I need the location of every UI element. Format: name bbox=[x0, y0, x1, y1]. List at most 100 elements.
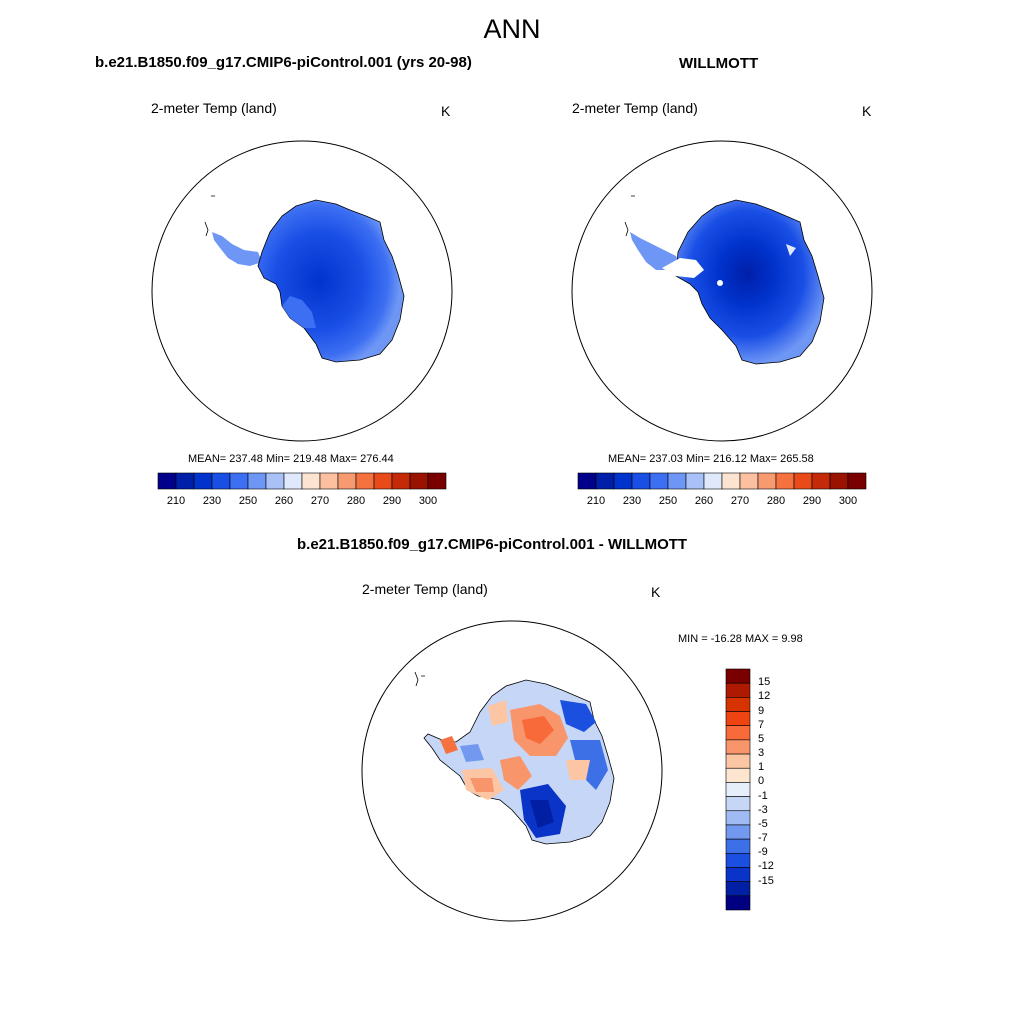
panel2-stats: MEAN= 237.03 Min= 216.12 Max= 265.58 bbox=[608, 453, 814, 465]
panel3-colorbar-tick-label: -9 bbox=[758, 846, 768, 859]
panel1-colorbar-swatch bbox=[373, 472, 393, 490]
panel2-colorbar-tick-label: 260 bbox=[694, 495, 714, 507]
panel3-colorbar-tick-label: -3 bbox=[758, 803, 768, 816]
panel1-peninsula bbox=[212, 232, 262, 266]
panel3-colorbar-swatch bbox=[725, 725, 751, 741]
panel3-colorbar-swatch bbox=[725, 867, 751, 882]
panel2-colorbar-swatch bbox=[829, 472, 849, 490]
panel1-colorbar-swatch bbox=[247, 472, 267, 490]
panel2-colorbar-tick-label: 250 bbox=[658, 495, 678, 507]
panel3-colorbar-swatch bbox=[725, 824, 751, 840]
panel3-colorbar-swatch bbox=[725, 895, 751, 911]
panel3-colorbar-swatch bbox=[725, 739, 751, 755]
panel1-colorbar-tick-label: 280 bbox=[346, 495, 366, 507]
panel3-colorbar-swatch bbox=[725, 838, 751, 854]
panel3-colorbar-tick-label: -7 bbox=[758, 832, 768, 845]
panel3-stats: MIN = -16.28 MAX = 9.98 bbox=[678, 633, 803, 645]
panel3-colorbar bbox=[725, 668, 751, 911]
panel2-colorbar bbox=[577, 472, 867, 490]
panel3-colorbar-tick-label: -1 bbox=[758, 789, 768, 802]
panel2-continent bbox=[675, 199, 825, 365]
panel3-variable-label: 2-meter Temp (land) bbox=[362, 581, 488, 597]
panel1-colorbar-swatch bbox=[283, 472, 303, 490]
panel3-colorbar-swatch bbox=[725, 810, 751, 826]
panel2-colorbar-swatch bbox=[721, 472, 741, 490]
panel3-colorbar-swatch bbox=[725, 711, 751, 727]
panel3-colorbar-swatch bbox=[725, 697, 751, 712]
panel1-colorbar-tick-label: 300 bbox=[418, 495, 438, 507]
panel1-colorbar-swatch bbox=[157, 472, 177, 490]
panel3-case-title: b.e21.B1850.f09_g17.CMIP6-piControl.001 … bbox=[297, 536, 688, 553]
panel1-colorbar-swatch bbox=[229, 472, 249, 490]
panel1-variable-label: 2-meter Temp (land) bbox=[151, 100, 277, 116]
panel2-map bbox=[571, 140, 873, 442]
panel1-colorbar-swatch bbox=[193, 472, 213, 490]
panel1-units: K bbox=[441, 103, 451, 119]
panel1-colorbar-swatch bbox=[409, 472, 429, 490]
panel3-colorbar-tick-label: 15 bbox=[758, 676, 771, 689]
panel1-colorbar-tick-label: 260 bbox=[274, 495, 294, 507]
panel2-colorbar-tick-label: 280 bbox=[766, 495, 786, 507]
panel1-colorbar-tick-label: 290 bbox=[382, 495, 402, 507]
panel3-colorbar-tick-label: 5 bbox=[758, 732, 765, 745]
panel2-colorbar-tick-label: 230 bbox=[622, 495, 642, 507]
panel3-colorbar-tick-label: 9 bbox=[758, 704, 765, 717]
panel3-colorbar-swatch bbox=[725, 668, 751, 684]
panel3-colorbar-swatch bbox=[725, 753, 751, 769]
panel1-colorbar-swatch bbox=[265, 472, 285, 490]
panel2-colorbar-swatch bbox=[595, 472, 615, 490]
panel1-case-title: b.e21.B1850.f09_g17.CMIP6-piControl.001 … bbox=[95, 54, 472, 71]
panel2-colorbar-swatch bbox=[775, 472, 795, 490]
panel3-colorbar-swatch bbox=[725, 852, 751, 868]
panel2-colorbar-swatch bbox=[811, 472, 831, 490]
panel3-colorbar-swatch bbox=[725, 796, 751, 812]
panel1-colorbar-swatch bbox=[337, 472, 357, 490]
panel2-colorbar-tick-label: 270 bbox=[730, 495, 750, 507]
panel3-units: K bbox=[651, 584, 661, 600]
panel1-colorbar-tick-label: 250 bbox=[238, 495, 258, 507]
panel1-colorbar-swatch bbox=[301, 472, 321, 490]
panel2-colorbar-swatch bbox=[667, 472, 687, 490]
panel3-map bbox=[361, 620, 663, 922]
panel3-colorbar-tick-label: 3 bbox=[758, 747, 765, 760]
panel2-colorbar-swatch bbox=[793, 472, 813, 490]
panel2-variable-label: 2-meter Temp (land) bbox=[572, 100, 698, 116]
panel1-stats: MEAN= 237.48 Min= 219.48 Max= 276.44 bbox=[188, 453, 394, 465]
figure-title: ANN bbox=[483, 14, 541, 44]
panel1-colorbar-swatch bbox=[319, 472, 339, 490]
panel3-colorbar-tick-label: 0 bbox=[758, 775, 765, 788]
panel2-case-title: WILLMOTT bbox=[679, 55, 759, 72]
panel2-colorbar-swatch bbox=[847, 472, 867, 490]
panel2-colorbar-tick-label: 300 bbox=[838, 495, 858, 507]
panel1-continent bbox=[257, 199, 405, 363]
panel3-colorbar-swatch bbox=[725, 881, 751, 897]
panel2-colorbar-swatch bbox=[577, 472, 597, 490]
panel1-colorbar-swatch bbox=[211, 472, 231, 490]
panel2-colorbar-swatch bbox=[703, 472, 723, 490]
panel2-colorbar-swatch bbox=[613, 472, 633, 490]
panel3-colorbar-tick-label: -12 bbox=[758, 860, 774, 873]
panel2-colorbar-swatch bbox=[757, 472, 777, 490]
panel3-colorbar-tick-label: -5 bbox=[758, 817, 768, 830]
panel3-colorbar-tick-label: -15 bbox=[758, 874, 774, 887]
panel2-colorbar-tick-label: 290 bbox=[802, 495, 822, 507]
panel3-colorbar-swatch bbox=[725, 682, 751, 698]
panel2-colorbar-swatch bbox=[739, 472, 759, 490]
panel3-colorbar-tick-label: 12 bbox=[758, 690, 771, 703]
panel1-colorbar-tick-label: 270 bbox=[310, 495, 330, 507]
panel2-colorbar-tick-label: 210 bbox=[586, 495, 606, 507]
panel2-colorbar-swatch bbox=[685, 472, 705, 490]
panel3-colorbar-tick-label: 1 bbox=[758, 761, 765, 774]
panel3-colorbar-swatch bbox=[725, 782, 751, 797]
panel2-colorbar-swatch bbox=[649, 472, 669, 490]
panel2-colorbar-swatch bbox=[631, 472, 651, 490]
panel1-colorbar-swatch bbox=[355, 472, 375, 490]
panel1-colorbar-tick-label: 230 bbox=[202, 495, 222, 507]
panel2-units: K bbox=[862, 103, 872, 119]
panel1-colorbar-swatch bbox=[175, 472, 195, 490]
panel1-colorbar-swatch bbox=[391, 472, 411, 490]
panel3-colorbar-swatch bbox=[725, 767, 751, 783]
panel1-colorbar-swatch bbox=[427, 472, 447, 490]
panel1-colorbar-tick-label: 210 bbox=[166, 495, 186, 507]
